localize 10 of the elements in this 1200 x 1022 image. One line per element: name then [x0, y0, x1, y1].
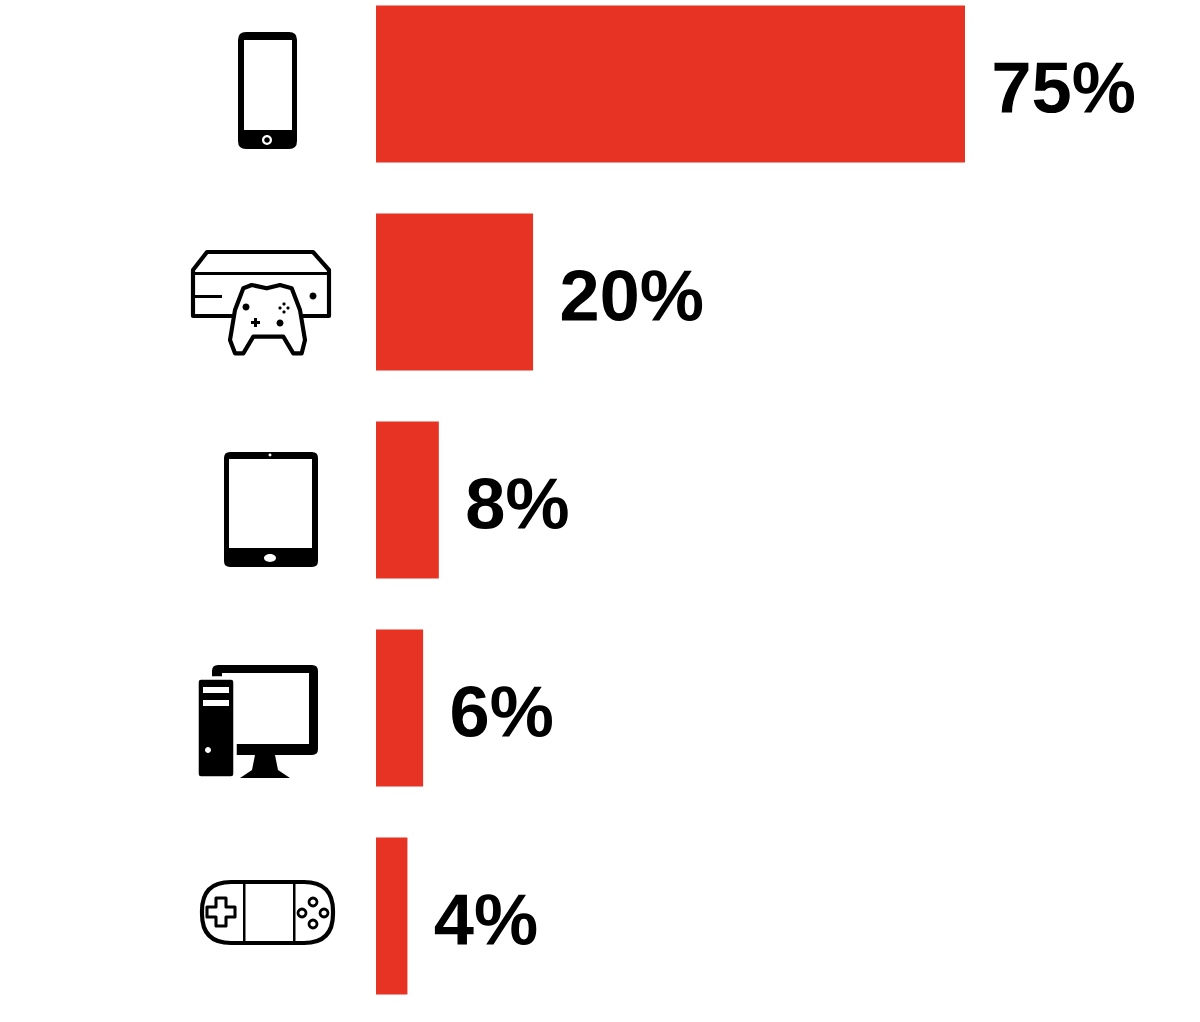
bar	[376, 421, 439, 579]
bar	[376, 213, 534, 371]
data-label: 6%	[452, 685, 552, 738]
data-label: 75%	[994, 62, 1135, 114]
data-label: 8%	[467, 477, 568, 530]
data-label: 20%	[561, 269, 703, 322]
bar	[376, 5, 965, 163]
bar	[376, 837, 408, 995]
bar	[376, 629, 424, 787]
data-label: 4%	[434, 894, 537, 945]
